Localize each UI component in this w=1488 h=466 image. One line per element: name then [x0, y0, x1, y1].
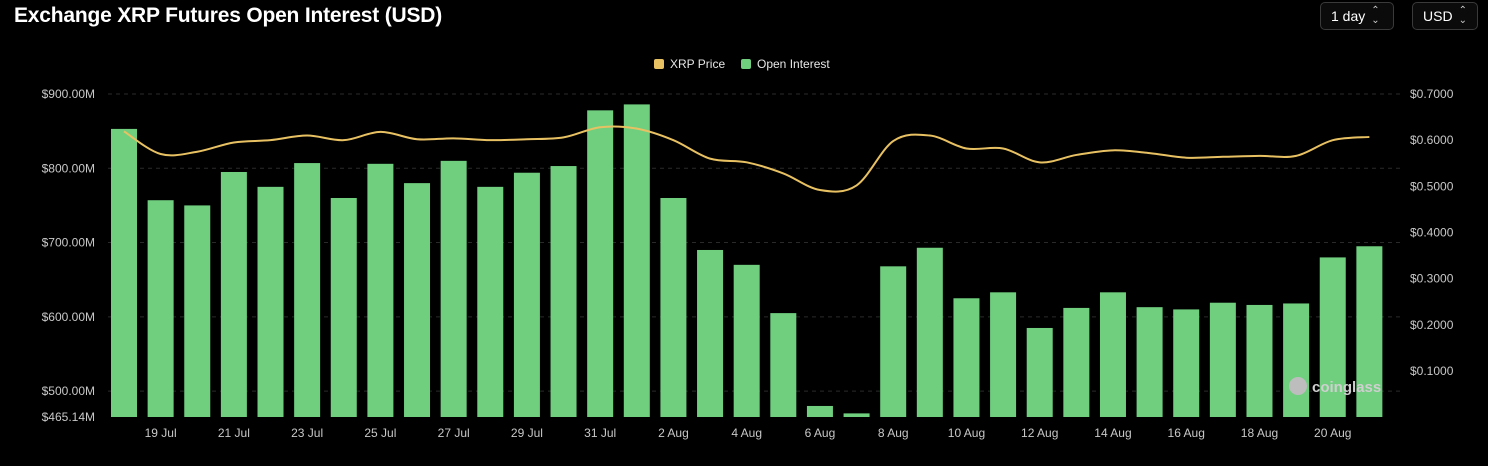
x-tick-label: 8 Aug: [878, 426, 909, 440]
oi-bar[interactable]: [111, 128, 137, 417]
x-tick-label: 6 Aug: [805, 426, 836, 440]
interval-select[interactable]: 1 day ⌃ ⌄: [1320, 2, 1394, 30]
y-right-tick-label: $0.6000: [1410, 133, 1454, 147]
x-tick-label: 19 Jul: [145, 426, 177, 440]
y-left-tick-label: $700.00M: [42, 236, 95, 250]
oi-bar[interactable]: [660, 197, 687, 417]
y-left-tick-label: $900.00M: [42, 87, 95, 101]
oi-bar[interactable]: [404, 183, 431, 417]
oi-bar[interactable]: [1026, 327, 1053, 417]
y-right-tick-label: $0.5000: [1410, 179, 1454, 193]
oi-bar[interactable]: [806, 405, 833, 417]
page-title: Exchange XRP Futures Open Interest (USD): [14, 4, 443, 27]
chevron-updown-icon: ⌃ ⌄: [1458, 5, 1467, 26]
legend-swatch-xrp-price[interactable]: [654, 59, 664, 69]
watermark-text: coinglass: [1312, 379, 1381, 396]
y-axis-left: $465.14M $500.00M $600.00M $700.00M $800.00M…: [42, 87, 95, 424]
x-tick-label: 31 Jul: [584, 426, 616, 440]
oi-bar[interactable]: [1136, 307, 1163, 417]
oi-bar[interactable]: [880, 266, 907, 417]
oi-bar[interactable]: [1356, 246, 1383, 417]
oi-bar[interactable]: [1319, 257, 1346, 417]
x-tick-label: 20 Aug: [1314, 426, 1351, 440]
oi-bar[interactable]: [770, 313, 797, 417]
y-right-tick-label: $0.1000: [1410, 364, 1454, 378]
currency-select[interactable]: USD ⌃ ⌄: [1412, 2, 1478, 30]
x-tick-label: 25 Jul: [364, 426, 396, 440]
oi-bar[interactable]: [843, 413, 870, 417]
x-tick-label: 10 Aug: [948, 426, 985, 440]
oi-bar[interactable]: [330, 197, 357, 417]
xrp-price-line[interactable]: [123, 125, 1370, 193]
currency-select-value: USD: [1423, 8, 1453, 24]
oi-bar[interactable]: [990, 292, 1017, 417]
coinglass-logo-icon: [1289, 377, 1307, 395]
oi-bar[interactable]: [733, 264, 760, 417]
oi-bar[interactable]: [550, 166, 577, 417]
line-series: [123, 125, 1370, 193]
chevron-updown-icon: ⌃ ⌄: [1371, 5, 1380, 26]
oi-bar[interactable]: [513, 172, 540, 417]
y-right-tick-label: $0.2000: [1410, 318, 1454, 332]
x-tick-label: 21 Jul: [218, 426, 250, 440]
y-right-tick-label: $0.3000: [1410, 272, 1454, 286]
oi-bar[interactable]: [257, 186, 284, 417]
x-tick-label: 27 Jul: [438, 426, 470, 440]
x-tick-label: 4 Aug: [731, 426, 762, 440]
oi-bar[interactable]: [440, 160, 467, 417]
x-tick-label: 18 Aug: [1241, 426, 1278, 440]
x-tick-label: 14 Aug: [1094, 426, 1131, 440]
x-tick-label: 23 Jul: [291, 426, 323, 440]
oi-bar[interactable]: [587, 110, 614, 418]
legend-label-open-interest[interactable]: Open Interest: [757, 57, 830, 71]
y-left-tick-label: $500.00M: [42, 384, 95, 398]
legend-label-xrp-price[interactable]: XRP Price: [670, 57, 725, 71]
y-left-tick-label: $800.00M: [42, 161, 95, 175]
y-right-tick-label: $0.7000: [1410, 87, 1454, 101]
oi-bar[interactable]: [184, 205, 211, 417]
y-axis-right: $0.1000 $0.2000 $0.3000 $0.4000 $0.5000 $0.60…: [1410, 87, 1454, 378]
oi-bar[interactable]: [1173, 309, 1200, 417]
x-tick-label: 29 Jul: [511, 426, 543, 440]
oi-bar[interactable]: [953, 298, 980, 417]
oi-bar[interactable]: [916, 247, 943, 417]
oi-bar[interactable]: [1099, 292, 1126, 417]
y-left-tick-label: $465.14M: [42, 410, 95, 424]
watermark: coinglass: [1289, 377, 1381, 396]
oi-bar[interactable]: [1246, 304, 1273, 417]
x-tick-label: 2 Aug: [658, 426, 689, 440]
legend: XRP Price Open Interest: [654, 57, 830, 71]
y-left-tick-label: $600.00M: [42, 310, 95, 324]
x-axis: 19 Jul 21 Jul 23 Jul 25 Jul 27 Jul 29 Jul 31 J…: [145, 426, 1352, 440]
x-tick-label: 16 Aug: [1168, 426, 1205, 440]
oi-bar[interactable]: [697, 249, 724, 417]
legend-swatch-open-interest[interactable]: [741, 59, 751, 69]
bar-series: [111, 104, 1383, 418]
y-right-tick-label: $0.4000: [1410, 226, 1454, 240]
oi-bar[interactable]: [147, 200, 174, 417]
oi-bar[interactable]: [294, 163, 321, 417]
oi-bar[interactable]: [367, 163, 394, 417]
oi-bar[interactable]: [1283, 303, 1310, 417]
oi-bar[interactable]: [220, 171, 247, 417]
x-tick-label: 12 Aug: [1021, 426, 1058, 440]
oi-bar[interactable]: [477, 186, 504, 417]
interval-select-value: 1 day: [1331, 8, 1366, 24]
oi-bar[interactable]: [1063, 307, 1090, 417]
oi-bar[interactable]: [1209, 302, 1236, 417]
oi-bar[interactable]: [623, 104, 650, 418]
